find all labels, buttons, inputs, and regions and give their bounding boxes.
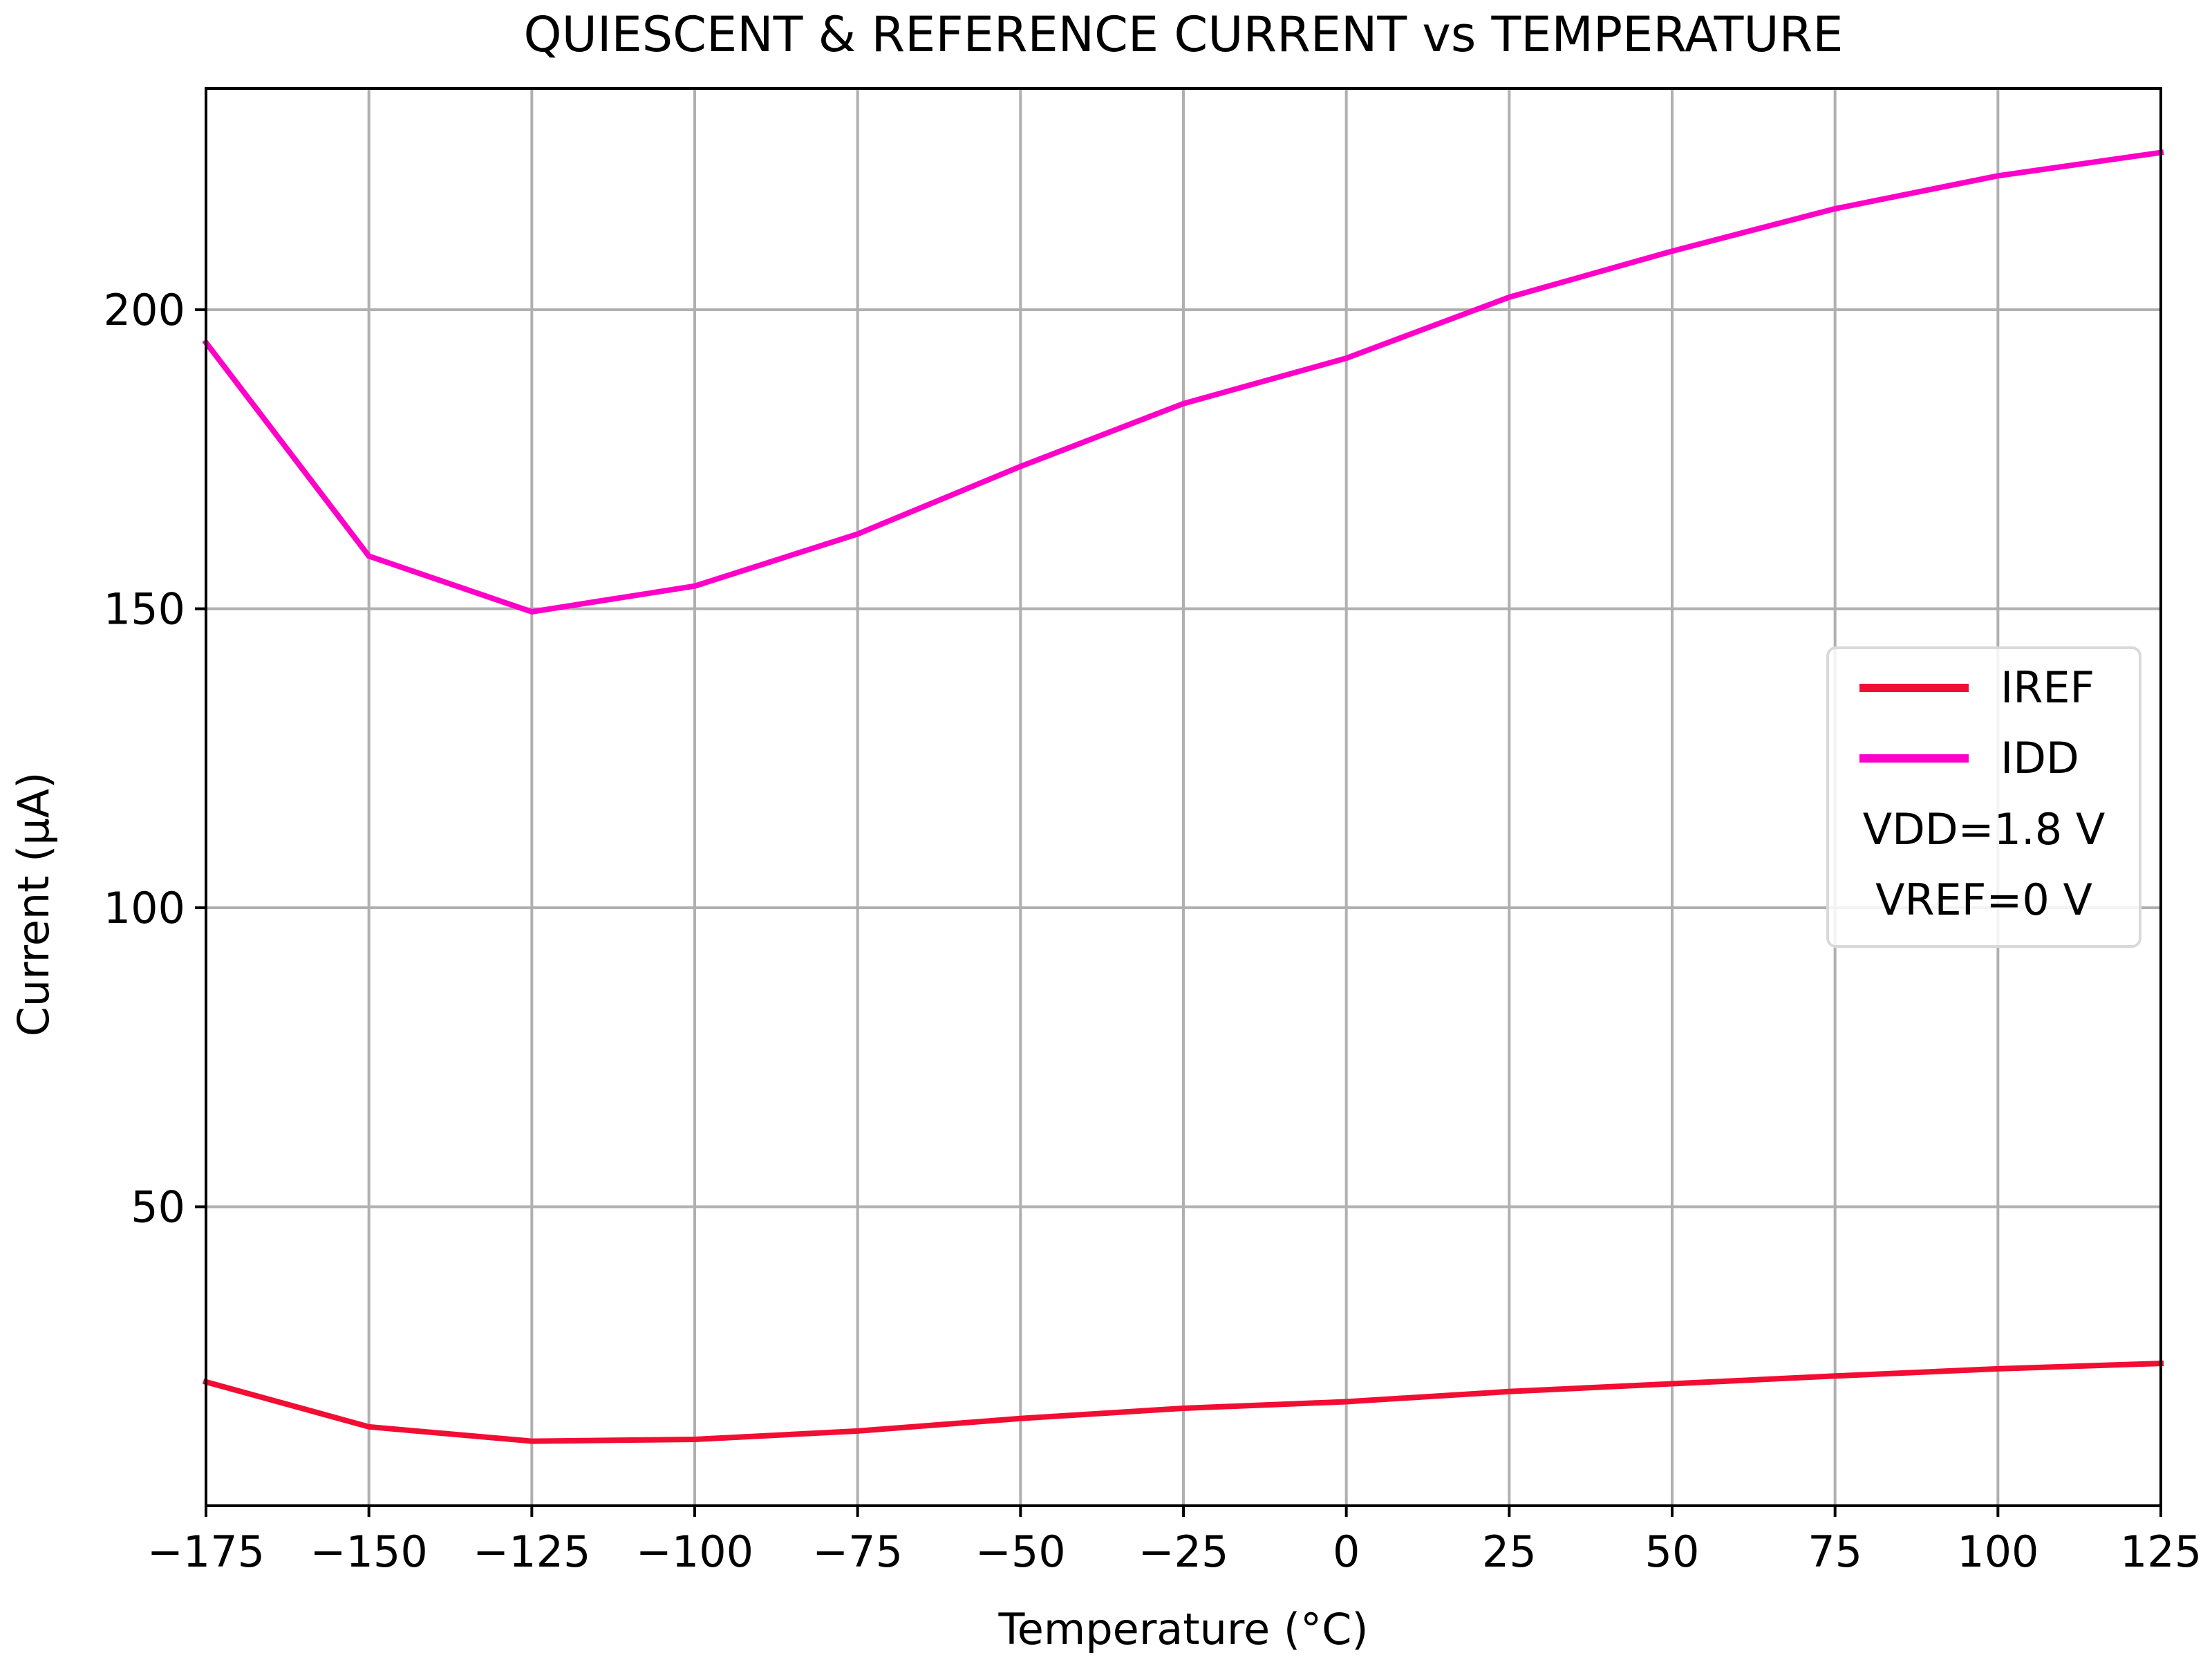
x-tick-label: 0 bbox=[1333, 1526, 1360, 1577]
x-tick-label: 125 bbox=[2120, 1526, 2202, 1577]
y-axis-label: Current (µA) bbox=[8, 772, 59, 1037]
x-tick-label: −75 bbox=[812, 1526, 903, 1577]
legend-note-vref: VREF=0 V bbox=[1875, 875, 2092, 925]
legend-label-iref: IREF bbox=[2000, 662, 2094, 713]
y-tick-label: 150 bbox=[104, 584, 185, 635]
y-tick-label: 100 bbox=[104, 883, 185, 933]
x-tick-label: −150 bbox=[310, 1526, 428, 1577]
x-tick-label: −50 bbox=[975, 1526, 1066, 1577]
x-tick-label: 50 bbox=[1645, 1526, 1700, 1577]
x-tick-label: −100 bbox=[636, 1526, 753, 1577]
chart-title: QUIESCENT & REFERENCE CURRENT vs TEMPERA… bbox=[524, 6, 1844, 63]
x-tick-label: 25 bbox=[1482, 1526, 1537, 1577]
x-tick-label: 75 bbox=[1808, 1526, 1862, 1577]
x-tick-label: 100 bbox=[1957, 1526, 2038, 1577]
y-tick-label: 50 bbox=[131, 1182, 185, 1233]
series-layer bbox=[202, 149, 2164, 1444]
series-line-iref bbox=[203, 1360, 2164, 1444]
legend: IREF IDD VDD=1.8 V VREF=0 V bbox=[1826, 646, 2141, 948]
x-axis-label: Temperature (°C) bbox=[997, 1604, 1368, 1654]
series-line-idd bbox=[202, 149, 2164, 615]
x-tick-label: −25 bbox=[1138, 1526, 1229, 1577]
y-axis-ticks: 50 100 150 200 bbox=[104, 285, 206, 1233]
y-tick-label: 200 bbox=[104, 285, 185, 335]
x-axis-ticks: −175 −150 −125 −100 −75 −50 −25 0 25 50 75 100 125 bbox=[147, 1506, 2202, 1577]
x-tick-label: −125 bbox=[473, 1526, 590, 1577]
x-tick-label: −175 bbox=[147, 1526, 265, 1577]
legend-box bbox=[1826, 646, 2141, 948]
legend-note-vdd: VDD=1.8 V bbox=[1863, 804, 2106, 855]
legend-label-idd: IDD bbox=[2000, 733, 2079, 783]
